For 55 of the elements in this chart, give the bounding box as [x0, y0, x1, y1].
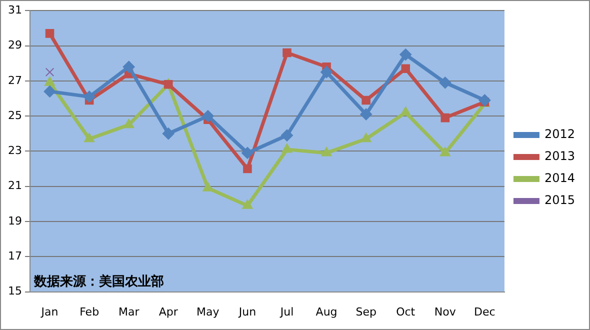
point — [44, 85, 56, 98]
legend-label: 2012 — [544, 127, 576, 142]
point — [83, 90, 96, 103]
x-tick-label: Oct — [396, 305, 416, 318]
y-tick-label: 25 — [8, 108, 22, 122]
point — [281, 129, 293, 142]
point — [162, 128, 174, 140]
x-tick-label: Jul — [279, 305, 294, 318]
point — [45, 29, 54, 38]
point — [124, 118, 134, 128]
point — [440, 146, 450, 156]
y-tick-label: 15 — [8, 284, 22, 298]
y-tick-label: 23 — [8, 144, 22, 158]
point — [400, 48, 412, 61]
x-tick-label: Mar — [118, 305, 140, 318]
y-tick-label: 31 — [8, 3, 22, 16]
x-tick-label: Jun — [238, 305, 256, 318]
point — [478, 94, 491, 106]
legend-label: 2014 — [544, 171, 576, 186]
point — [320, 66, 333, 78]
x-tick-label: Dec — [474, 305, 496, 318]
point — [122, 60, 135, 73]
point — [243, 164, 252, 174]
point — [321, 146, 332, 156]
y-tick-label: 21 — [8, 179, 22, 192]
legend-label: 2013 — [544, 149, 576, 164]
y-tick-label: 29 — [8, 38, 22, 52]
point — [45, 68, 54, 76]
point — [84, 132, 95, 142]
point — [401, 64, 410, 73]
y-tick-label: 27 — [8, 74, 22, 87]
point — [164, 80, 173, 89]
point — [360, 108, 372, 120]
x-tick-label: May — [196, 305, 220, 318]
point — [440, 113, 450, 122]
point — [360, 132, 372, 142]
point — [282, 143, 292, 153]
x-tick-label: Feb — [80, 305, 100, 318]
x-tick-label: Aug — [316, 305, 338, 318]
point — [202, 110, 214, 122]
x-tick-label: Apr — [158, 305, 178, 318]
point — [362, 96, 370, 105]
annotation: 数据来源：美国农业部 — [32, 274, 164, 290]
x-tick-label: Sep — [356, 305, 376, 318]
point — [282, 48, 292, 58]
point — [44, 76, 56, 86]
point — [439, 76, 452, 89]
legend-label: 2015 — [544, 193, 576, 208]
x-tick-label: Jan — [40, 305, 58, 318]
x-tick-label: Nov — [434, 305, 456, 318]
y-tick-label: 19 — [8, 214, 22, 228]
y-tick-label: 17 — [8, 250, 22, 263]
point — [242, 200, 253, 209]
point — [241, 146, 254, 159]
point — [400, 106, 411, 116]
